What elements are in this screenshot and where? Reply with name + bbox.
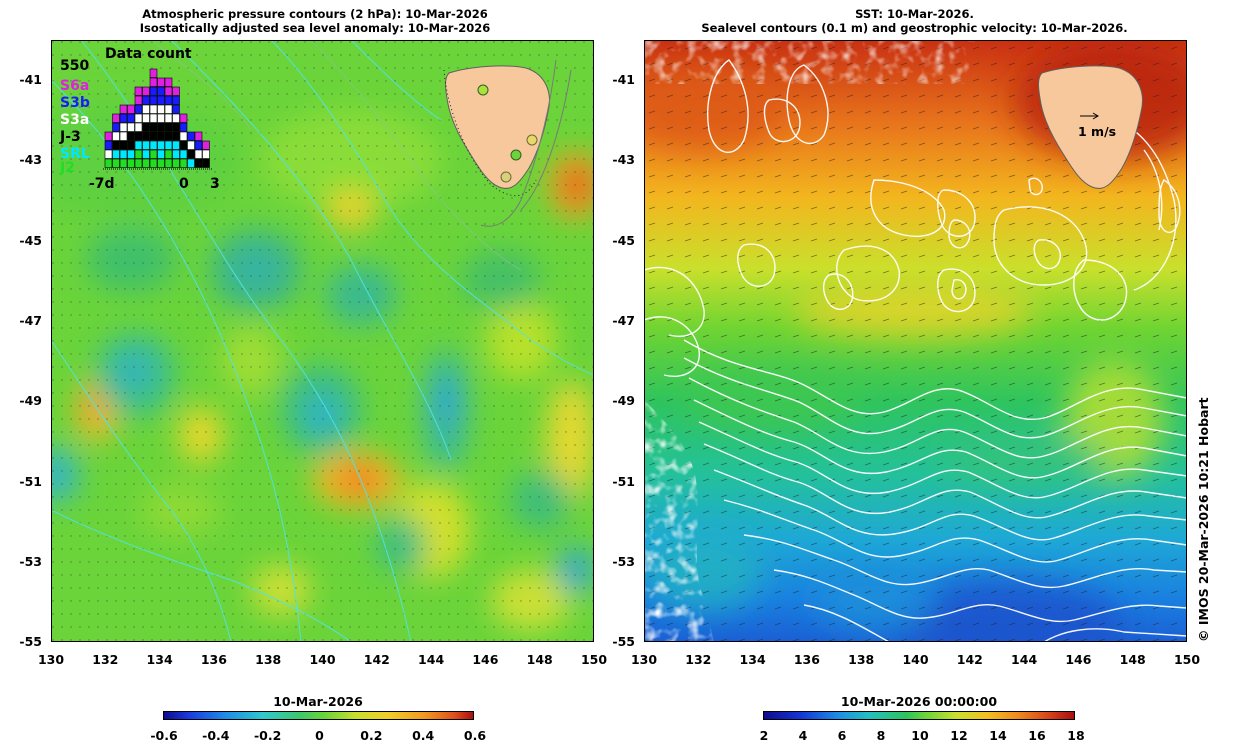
lat-label-left-7: -55 bbox=[19, 634, 42, 650]
lon-label-left-8: 146 bbox=[472, 652, 499, 667]
lon-label-left-4: 138 bbox=[255, 652, 282, 667]
lon-label-right-8: 146 bbox=[1065, 652, 1092, 667]
right-colorbar-tick-8: 18 bbox=[1067, 728, 1085, 743]
lat-label-right-6: -53 bbox=[612, 553, 635, 569]
lon-label-left-7: 144 bbox=[418, 652, 445, 667]
tasmania-land bbox=[445, 65, 550, 189]
lat-label-left-6: -53 bbox=[19, 553, 42, 569]
mission-s3a: S3a bbox=[60, 112, 90, 128]
right-colorbar-tick-6: 14 bbox=[989, 728, 1007, 743]
lat-label-right-7: -55 bbox=[612, 634, 635, 650]
lon-label-right-4: 138 bbox=[848, 652, 875, 667]
lon-label-right-3: 136 bbox=[793, 652, 820, 667]
right-colorbar-tick-4: 10 bbox=[911, 728, 929, 743]
left-title-line1: Atmospheric pressure contours (2 hPa): 1… bbox=[142, 7, 488, 21]
right-colorbar-tick-0: 2 bbox=[759, 728, 769, 743]
lat-label-right-2: -45 bbox=[612, 232, 635, 248]
lon-label-left-5: 140 bbox=[309, 652, 336, 667]
right-title-line2: Sealevel contours (0.1 m) and geostrophi… bbox=[701, 21, 1128, 35]
lon-label-left-0: 130 bbox=[37, 652, 65, 667]
lat-label-right-5: -51 bbox=[612, 473, 635, 489]
mission-s6a: S6a bbox=[60, 78, 90, 94]
lon-label-left-10: 150 bbox=[580, 652, 608, 667]
lon-label-right-10: 150 bbox=[1173, 652, 1201, 667]
lon-label-left-1: 132 bbox=[92, 652, 119, 667]
mission-j2: J2 bbox=[60, 160, 75, 176]
lon-label-right-9: 148 bbox=[1119, 652, 1146, 667]
right-colorbar-tick-2: 6 bbox=[837, 728, 847, 743]
lon-label-left-6: 142 bbox=[363, 652, 390, 667]
left-colorbar-tick-1: -0.4 bbox=[202, 728, 230, 743]
data-count-bars bbox=[103, 68, 213, 170]
lat-label-left-3: -47 bbox=[19, 312, 42, 328]
mission-j3: J-3 bbox=[60, 129, 81, 145]
lon-label-right-6: 142 bbox=[956, 652, 983, 667]
lon-label-left-2: 134 bbox=[146, 652, 173, 667]
lat-label-left-0: -41 bbox=[19, 72, 42, 87]
axis-label-minus7d: -7d bbox=[89, 176, 115, 192]
left-colorbar bbox=[163, 711, 474, 720]
left-title-line2: Isostatically adjusted sea level anomaly… bbox=[139, 21, 491, 35]
copyright-credit: © IMOS 20-Mar-2026 10:21 Hobart bbox=[1196, 397, 1211, 642]
axis-label-3: 3 bbox=[210, 176, 220, 192]
data-count-inset: Data count 550 S6a S3b S3a J-3 SRL J2 -7… bbox=[57, 46, 232, 194]
velocity-scale-label: 1 m/s bbox=[1078, 124, 1117, 139]
lat-label-right-4: -49 bbox=[612, 393, 635, 409]
axis-label-0: 0 bbox=[179, 176, 189, 192]
right-title-line1: SST: 10-Mar-2026. bbox=[855, 7, 974, 21]
lon-label-right-5: 140 bbox=[902, 652, 929, 667]
tasmania-land bbox=[1038, 65, 1143, 189]
left-colorbar-tick-6: 0.6 bbox=[463, 728, 487, 743]
lon-label-right-0: 130 bbox=[630, 652, 658, 667]
lon-label-right-2: 134 bbox=[739, 652, 766, 667]
lon-label-left-3: 136 bbox=[200, 652, 227, 667]
mission-s3b: S3b bbox=[60, 95, 90, 111]
left-colorbar-tick-2: -0.2 bbox=[253, 728, 282, 743]
lon-label-right-7: 144 bbox=[1011, 652, 1038, 667]
lon-label-left-9: 148 bbox=[526, 652, 553, 667]
left-colorbar-tick-0: -0.6 bbox=[150, 728, 178, 743]
right-colorbar-tick-1: 4 bbox=[798, 728, 808, 743]
right-colorbar-tick-5: 12 bbox=[950, 728, 968, 743]
right-colorbar bbox=[763, 711, 1075, 720]
left-colorbar-tick-5: 0.4 bbox=[412, 728, 435, 743]
left-colorbar-tick-3: 0 bbox=[315, 728, 324, 743]
right-colorbar-tick-7: 16 bbox=[1028, 728, 1046, 743]
right-colorbar-tick-3: 8 bbox=[876, 728, 886, 743]
lat-label-left-1: -43 bbox=[19, 152, 42, 168]
sst-map[interactable]: 1 m/s bbox=[644, 40, 1187, 642]
lat-label-left-2: -45 bbox=[19, 232, 42, 248]
lat-label-right-0: -41 bbox=[612, 72, 635, 87]
sea-level-anomaly-map[interactable] bbox=[51, 40, 594, 642]
lat-label-right-1: -43 bbox=[612, 152, 635, 168]
data-count-title: Data count bbox=[105, 46, 192, 62]
lat-label-right-3: -47 bbox=[612, 312, 635, 328]
data-count-max: 550 bbox=[60, 58, 90, 74]
right-colorbar-title: 10-Mar-2026 00:00:00 bbox=[840, 694, 998, 709]
left-colorbar-tick-4: 0.2 bbox=[360, 728, 383, 743]
mission-srl: SRL bbox=[60, 146, 90, 162]
lat-label-left-5: -51 bbox=[19, 473, 42, 489]
lon-label-right-1: 132 bbox=[685, 652, 712, 667]
lat-label-left-4: -49 bbox=[19, 393, 42, 409]
left-colorbar-title: 10-Mar-2026 bbox=[273, 694, 363, 709]
